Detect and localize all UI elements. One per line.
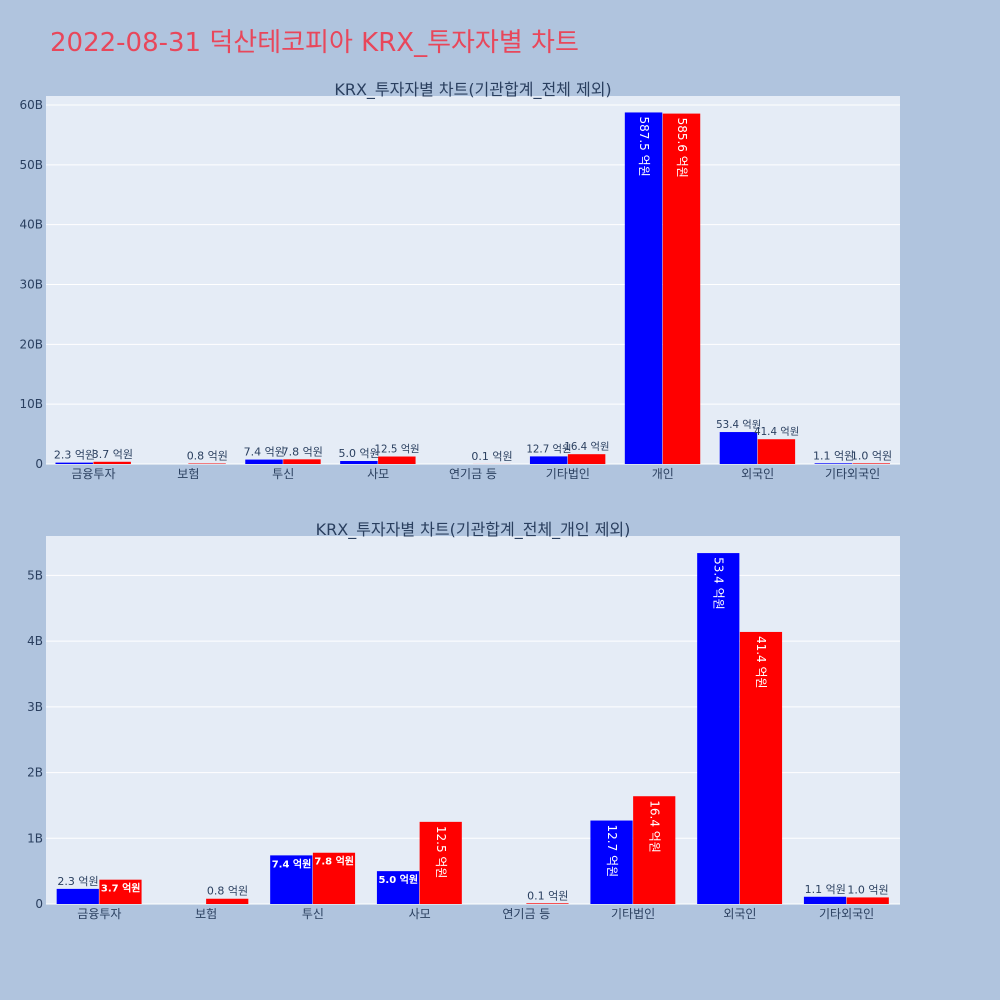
- bar: [662, 113, 701, 464]
- bar-label: 16.4 억원: [564, 441, 609, 453]
- bar-label: 53.4 억원: [712, 557, 726, 610]
- chart-2: KRX_투자자별 차트(기관합계_전체_개인 제외) 0 1B 2B 3B 4B 5B 금융투…: [27, 520, 900, 921]
- bar: [419, 821, 462, 904]
- y-tick-label: 50B: [19, 158, 43, 172]
- bar: [567, 454, 606, 464]
- bar: [697, 553, 740, 904]
- bar-label: 12.7 억원: [526, 443, 571, 455]
- x-tick-label: 개인: [652, 467, 674, 481]
- y-tick-label: 1B: [27, 831, 43, 845]
- y-tick-label: 0: [35, 457, 43, 471]
- x-tick-label: 연기금 등: [449, 467, 497, 481]
- y-tick-label: 20B: [19, 337, 43, 351]
- bar-label: 0.8 억원: [207, 885, 248, 898]
- bar: [283, 459, 321, 464]
- bar-label: 41.4 억원: [754, 636, 768, 689]
- y-tick-label: 40B: [19, 218, 43, 232]
- bar: [814, 463, 853, 464]
- x-tick-label: 기타법인: [546, 467, 590, 481]
- y-tick-label: 3B: [27, 700, 43, 714]
- bar-label: 7.8 억원: [282, 445, 323, 458]
- bar: [529, 456, 568, 464]
- bar-label: 12.7 억원: [605, 825, 619, 878]
- x-tick-label: 보험: [195, 907, 217, 921]
- bar: [846, 897, 889, 904]
- x-tick-label: 투신: [302, 907, 324, 921]
- bar-label: 2.3 억원: [57, 875, 98, 888]
- bar-label: 1.1 억원: [805, 883, 846, 896]
- bar: [376, 871, 420, 904]
- bar: [312, 852, 356, 904]
- bar-label: 12.5 억원: [375, 444, 420, 456]
- bar: [93, 461, 131, 464]
- chart-title: KRX_투자자별 차트(기관합계_전체_개인 제외): [316, 520, 631, 540]
- bar: [55, 462, 93, 464]
- bar-label: 7.8 억원: [314, 855, 354, 868]
- y-tick-label: 30B: [19, 277, 43, 291]
- bar-label: 2.3 억원: [54, 449, 95, 462]
- x-tick-label: 연기금 등: [502, 907, 550, 921]
- bar: [757, 439, 796, 464]
- bar: [739, 631, 783, 904]
- x-tick-label: 투신: [272, 467, 294, 481]
- bar: [526, 903, 569, 904]
- chart-1: KRX_투자자별 차트(기관합계_전체 제외) 0 10B 20B 30B 40B 50B 6…: [19, 80, 900, 481]
- bar: [206, 898, 249, 904]
- bar-label: 0.1 억원: [527, 889, 568, 902]
- y-tick-label: 60B: [19, 98, 43, 112]
- bar-label: 5.0 억원: [378, 873, 418, 886]
- bar: [624, 112, 663, 464]
- bar: [378, 456, 416, 464]
- x-tick-label: 기타외국인: [825, 467, 880, 481]
- bar: [803, 896, 847, 904]
- x-tick-label: 외국인: [723, 907, 756, 921]
- y-tick-label: 10B: [19, 397, 43, 411]
- x-tick-label: 보험: [177, 467, 199, 481]
- x-tick-label: 기타법인: [611, 907, 655, 921]
- plot-area: [46, 96, 900, 464]
- bar-label: 1.0 억원: [851, 449, 892, 462]
- bar: [719, 432, 758, 464]
- bar-label: 0.8 억원: [187, 450, 228, 463]
- chart-title: KRX_투자자별 차트(기관합계_전체 제외): [334, 80, 611, 100]
- bar-label: 16.4 억원: [647, 800, 661, 853]
- bar-label: 585.6 억원: [675, 118, 689, 178]
- x-tick-label: 사모: [409, 907, 431, 921]
- bar: [340, 461, 378, 464]
- bar-label: 12.5 억원: [434, 826, 448, 879]
- bar: [270, 855, 313, 904]
- bar: [99, 879, 142, 904]
- y-tick-label: 5B: [27, 568, 43, 582]
- bar-label: 3.7 억원: [92, 448, 133, 461]
- x-tick-label: 기타외국인: [819, 907, 874, 921]
- bar: [633, 796, 676, 904]
- bar-label: 3.7 억원: [101, 882, 141, 895]
- bar-label: 587.5 억원: [637, 116, 651, 176]
- bar-label: 0.1 억원: [471, 450, 512, 463]
- x-tick-label: 사모: [367, 467, 389, 481]
- bar-label: 41.4 억원: [754, 426, 799, 438]
- bar: [590, 820, 633, 904]
- bar-label: 7.4 억원: [244, 446, 285, 459]
- bar: [852, 463, 891, 464]
- x-tick-label: 외국인: [741, 467, 774, 481]
- bar-label: 1.0 억원: [847, 883, 888, 896]
- x-tick-label: 금융투자: [77, 907, 121, 921]
- bar-label: 1.1 억원: [813, 449, 854, 462]
- bar: [245, 459, 283, 464]
- bar-label: 53.4 억원: [716, 419, 761, 431]
- x-tick-label: 금융투자: [71, 467, 115, 481]
- bar-label: 7.4 억원: [272, 857, 312, 870]
- y-tick-label: 2B: [27, 766, 43, 780]
- y-tick-label: 4B: [27, 634, 43, 648]
- y-tick-label: 0: [35, 897, 43, 911]
- bar-label: 5.0 억원: [339, 447, 380, 460]
- bar: [56, 888, 99, 904]
- page-title: 2022-08-31 덕산테코피아 KRX_투자자별 차트: [50, 28, 579, 58]
